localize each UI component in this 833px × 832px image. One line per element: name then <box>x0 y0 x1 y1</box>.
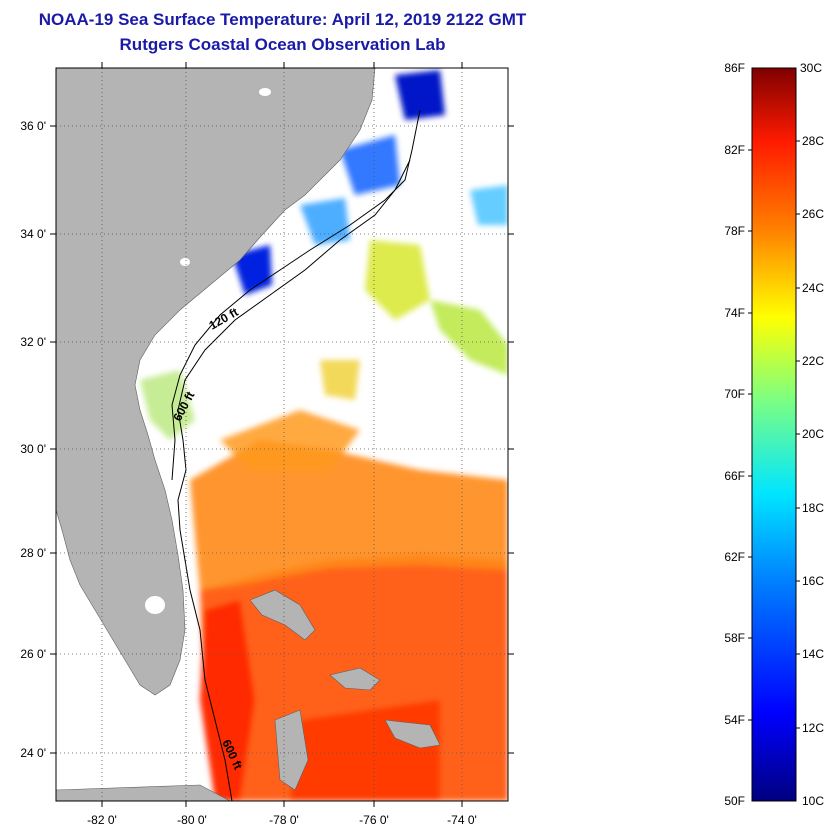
c-label: 18C <box>802 501 824 515</box>
colorbar-celsius-labels: 30C 28C 26C 24C 22C 20C 18C 16C 14C 12C … <box>800 61 824 808</box>
lon-label: -78 0' <box>269 813 299 827</box>
latitude-labels: 36 0' 34 0' 32 0' 30 0' 28 0' 26 0' 24 0… <box>20 119 46 760</box>
graticule <box>56 68 508 801</box>
f-label: 78F <box>724 224 745 238</box>
c-label: 30C <box>800 61 822 75</box>
lat-label: 24 0' <box>20 746 46 760</box>
lon-label: -74 0' <box>447 813 477 827</box>
lon-label: -80 0' <box>177 813 207 827</box>
lat-label: 26 0' <box>20 647 46 661</box>
colorbar-ticks <box>748 140 800 729</box>
axis-ticks <box>50 62 514 807</box>
f-label: 66F <box>724 469 745 483</box>
lat-label: 30 0' <box>20 442 46 456</box>
lakes-layer <box>145 88 271 614</box>
f-label: 82F <box>724 143 745 157</box>
c-label: 14C <box>802 647 824 661</box>
f-label: 86F <box>724 61 745 75</box>
map-title: NOAA-19 Sea Surface Temperature: April 1… <box>38 10 527 29</box>
c-label: 26C <box>802 207 824 221</box>
longitude-labels: -82 0' -80 0' -78 0' -76 0' -74 0' <box>87 813 477 827</box>
f-label: 50F <box>724 794 745 808</box>
c-label: 28C <box>802 134 824 148</box>
map-frame <box>55 67 509 802</box>
lon-label: -82 0' <box>87 813 117 827</box>
lat-label: 34 0' <box>20 227 46 241</box>
lon-label: -76 0' <box>359 813 389 827</box>
f-label: 58F <box>724 631 745 645</box>
c-label: 12C <box>802 721 824 735</box>
c-label: 24C <box>802 281 824 295</box>
c-label: 16C <box>802 574 824 588</box>
colorbar-fahrenheit-labels: 86F 82F 78F 74F 70F 66F 62F 58F 54F 50F <box>724 61 745 808</box>
bathymetry-contours <box>171 109 421 801</box>
f-label: 70F <box>724 387 745 401</box>
f-label: 62F <box>724 550 745 564</box>
c-label: 22C <box>802 354 824 368</box>
lat-label: 36 0' <box>20 119 46 133</box>
f-label: 54F <box>724 713 745 727</box>
colorbar <box>751 67 797 802</box>
c-label: 10C <box>802 794 824 808</box>
land-layer <box>56 68 441 801</box>
map-subtitle: Rutgers Coastal Ocean Observation Lab <box>119 35 446 54</box>
lat-label: 28 0' <box>20 546 46 560</box>
lat-label: 32 0' <box>20 335 46 349</box>
c-label: 20C <box>802 427 824 441</box>
f-label: 74F <box>724 306 745 320</box>
